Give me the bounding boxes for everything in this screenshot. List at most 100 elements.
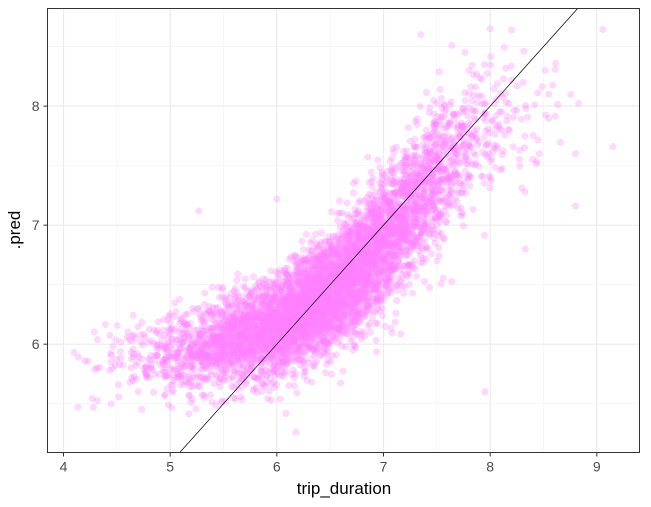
data-point [440, 125, 448, 133]
data-point [325, 284, 333, 292]
data-point [306, 273, 313, 281]
data-point [251, 304, 259, 312]
data-point [138, 405, 146, 413]
data-point [386, 196, 394, 204]
data-point [398, 282, 406, 290]
data-point [345, 235, 353, 243]
data-point [401, 183, 409, 191]
data-point [328, 352, 336, 360]
data-point [197, 330, 205, 338]
data-point [468, 97, 476, 105]
data-point [208, 359, 216, 367]
data-point [284, 293, 291, 301]
data-point [448, 41, 456, 49]
data-point [316, 286, 324, 293]
data-point [480, 179, 488, 187]
data-point [229, 320, 237, 328]
data-point [329, 307, 337, 315]
data-point [415, 180, 423, 188]
data-point [413, 152, 420, 160]
data-point [337, 326, 345, 334]
data-point [123, 333, 131, 341]
data-point [312, 230, 319, 238]
data-point [517, 115, 525, 123]
data-point [402, 222, 410, 230]
data-point [401, 153, 409, 161]
data-point [359, 254, 367, 262]
data-point [180, 361, 187, 368]
data-point [295, 280, 303, 287]
data-point [554, 101, 562, 108]
data-point [320, 280, 328, 288]
data-point [359, 219, 367, 227]
data-point [435, 68, 443, 76]
data-point [306, 335, 314, 343]
data-point [534, 136, 542, 144]
data-point [369, 174, 377, 182]
data-point [533, 158, 541, 166]
data-point [515, 155, 523, 163]
data-point [518, 184, 526, 192]
data-point [360, 281, 368, 289]
data-point [362, 258, 370, 266]
data-point [480, 133, 488, 141]
data-point [433, 99, 441, 107]
data-point [428, 190, 436, 198]
data-point [373, 194, 381, 202]
data-point [304, 299, 312, 307]
data-point [106, 366, 114, 374]
data-point [423, 135, 430, 143]
data-point [368, 178, 376, 186]
data-point [376, 237, 384, 245]
data-point [343, 219, 351, 227]
data-point [383, 250, 391, 258]
data-point [185, 324, 193, 332]
data-point [263, 335, 271, 343]
data-point [264, 323, 272, 331]
data-point [269, 378, 277, 386]
data-point [337, 379, 345, 387]
data-point [299, 318, 307, 325]
data-point [129, 311, 137, 319]
data-point [138, 355, 146, 363]
data-point [204, 373, 212, 381]
data-point [502, 90, 509, 97]
data-point [552, 59, 560, 67]
data-point [567, 91, 575, 98]
data-point [369, 282, 376, 290]
data-point [412, 171, 420, 179]
data-point [244, 334, 252, 342]
data-point [315, 284, 323, 292]
data-point [342, 343, 350, 351]
data-point [414, 247, 422, 255]
data-point [551, 112, 559, 120]
data-point [322, 278, 330, 285]
data-point [403, 147, 411, 155]
data-point [302, 230, 310, 238]
data-point [431, 147, 439, 155]
data-point [395, 216, 403, 224]
data-point [329, 311, 337, 318]
data-point [159, 361, 167, 369]
data-point [216, 337, 224, 344]
data-point [368, 217, 376, 225]
data-point [344, 211, 352, 219]
data-point [290, 298, 298, 306]
data-point [542, 111, 550, 119]
data-point [418, 178, 425, 186]
data-point [338, 278, 346, 286]
data-point [225, 375, 233, 383]
data-point [156, 341, 164, 349]
data-point [188, 351, 196, 359]
data-point [436, 212, 444, 220]
data-point [374, 205, 382, 213]
data-point [358, 291, 366, 299]
data-point [271, 367, 279, 375]
data-point [245, 355, 253, 363]
data-point [384, 246, 392, 254]
data-point [169, 335, 176, 343]
data-point [188, 331, 196, 338]
data-point [392, 224, 400, 232]
data-point [302, 295, 310, 303]
data-point [197, 377, 205, 385]
